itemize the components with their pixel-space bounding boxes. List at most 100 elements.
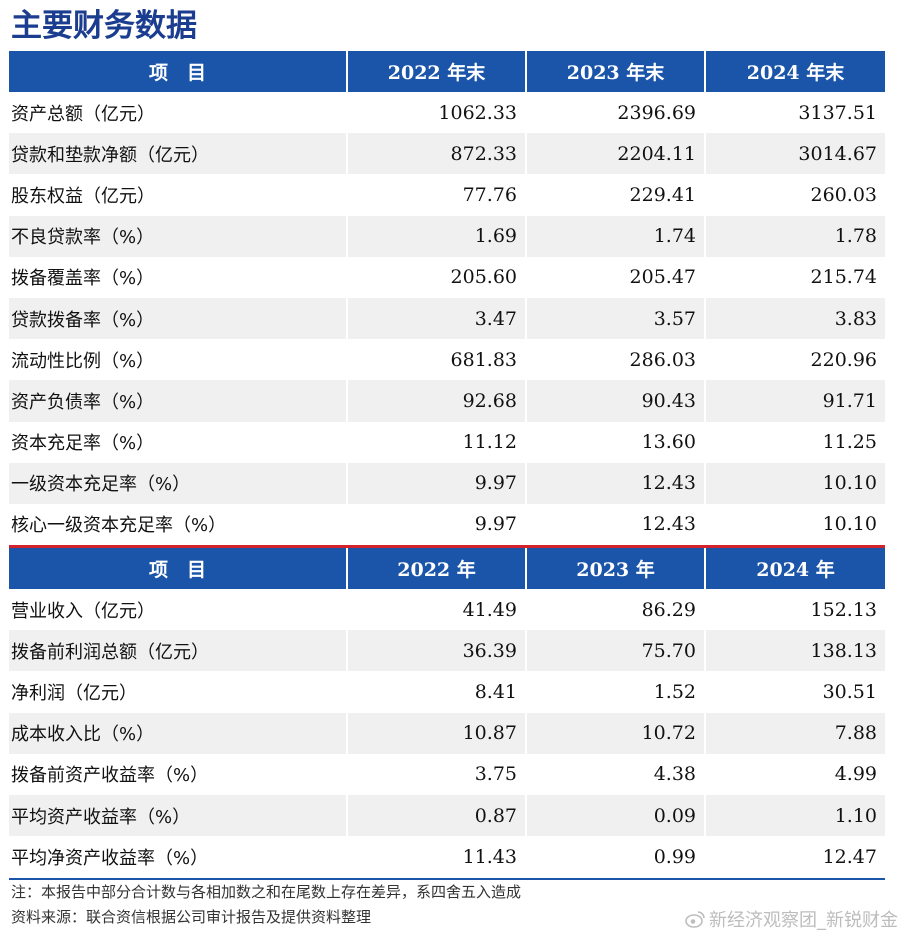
- value-cell: 3.57: [526, 297, 706, 340]
- row-label: 不良贷款率（%）: [9, 215, 348, 257]
- table2-header-row: 项 目 2022 年 2023 年 2024 年: [9, 545, 885, 590]
- footnote: 注：本报告中部分合计数与各相加数之和在尾数上存在差异，系四舍五入造成: [11, 883, 522, 901]
- table-row: 流动性比例（%） 681.83 286.03 220.96: [9, 339, 885, 381]
- value-cell: 30.51: [822, 681, 877, 704]
- table-row: 拨备前资产收益率（%） 3.75 4.38 4.99: [9, 753, 885, 795]
- value-cell: 92.68: [347, 380, 527, 422]
- value-cell: 205.60: [347, 256, 527, 298]
- header-year: 2023 年: [526, 545, 706, 590]
- value-cell: 77.76: [347, 174, 527, 216]
- table-row: 资产总额（亿元） 1062.33 2396.69 3137.51: [9, 92, 885, 134]
- value-cell: 11.43: [347, 836, 527, 878]
- value-cell: 10.10: [822, 513, 877, 536]
- row-label: 核心一级资本充足率（%）: [9, 503, 348, 547]
- value-cell: 0.09: [526, 795, 706, 837]
- value-cell: 9.97: [347, 503, 527, 547]
- value-cell: 11.12: [347, 421, 527, 463]
- value-cell: 152.13: [810, 598, 877, 621]
- value-cell: 4.99: [834, 763, 877, 786]
- table-bottom-rule: [9, 878, 885, 880]
- value-cell: 12.47: [822, 845, 877, 868]
- value-cell: 1.74: [526, 215, 706, 257]
- source-note: 资料来源：联合资信根据公司审计报告及提供资料整理: [11, 908, 372, 926]
- value-cell: 681.83: [347, 339, 527, 381]
- value-cell: 138.13: [705, 630, 885, 672]
- value-cell: 90.43: [526, 380, 706, 422]
- value-cell: 215.74: [810, 266, 877, 289]
- watermark-text: 新经济观察团_新锐财金: [709, 910, 898, 931]
- table-row: 资本充足率（%） 11.12 13.60 11.25: [9, 421, 885, 463]
- row-label: 拨备前利润总额（亿元）: [9, 630, 348, 672]
- row-label: 贷款拨备率（%）: [9, 297, 348, 340]
- table-row: 股东权益（亿元） 77.76 229.41 260.03: [9, 174, 885, 216]
- table-row: 拨备前利润总额（亿元） 36.39 75.70 138.13: [9, 630, 885, 672]
- value-cell: 4.38: [526, 753, 706, 795]
- value-cell: 3.83: [705, 297, 885, 340]
- value-cell: 91.71: [705, 380, 885, 422]
- header-year: 2023 年末: [526, 51, 706, 92]
- value-cell: 10.72: [526, 712, 706, 754]
- value-cell: 36.39: [347, 630, 527, 672]
- value-cell: 8.41: [347, 671, 527, 713]
- value-cell: 3014.67: [705, 133, 885, 175]
- page-title: 主要财务数据: [11, 8, 197, 44]
- header-item: 项 目: [9, 51, 348, 92]
- value-cell: 86.29: [526, 589, 706, 631]
- value-cell: 12.43: [526, 462, 706, 504]
- table-row: 一级资本充足率（%） 9.97 12.43 10.10: [9, 462, 885, 504]
- row-label: 流动性比例（%）: [9, 339, 348, 381]
- value-cell: 1062.33: [347, 92, 527, 134]
- value-cell: 1.78: [705, 215, 885, 257]
- financial-data-table: 项 目 2022 年末 2023 年末 2024 年末 资产总额（亿元） 1062.33 2…: [9, 51, 885, 878]
- value-cell: 75.70: [526, 630, 706, 672]
- header-year: 2024 年: [705, 545, 885, 590]
- row-label: 成本收入比（%）: [9, 712, 348, 754]
- value-cell: 12.43: [526, 503, 706, 547]
- header-item: 项 目: [9, 545, 348, 590]
- value-cell: 1.10: [705, 795, 885, 837]
- table-row: 核心一级资本充足率（%） 9.97 12.43 10.10: [9, 503, 885, 547]
- value-cell: 2396.69: [526, 92, 706, 134]
- table-row: 平均资产收益率（%） 0.87 0.09 1.10: [9, 795, 885, 837]
- row-label: 拨备前资产收益率（%）: [9, 753, 348, 795]
- value-cell: 9.97: [347, 462, 527, 504]
- value-cell: 7.88: [705, 712, 885, 754]
- value-cell: 205.47: [526, 256, 706, 298]
- value-cell: 0.99: [526, 836, 706, 878]
- row-label: 净利润（亿元）: [9, 671, 348, 713]
- row-label: 平均资产收益率（%）: [9, 795, 348, 837]
- row-label: 股东权益（亿元）: [9, 174, 348, 216]
- table-row: 平均净资产收益率（%） 11.43 0.99 12.47: [9, 836, 885, 878]
- table-row: 不良贷款率（%） 1.69 1.74 1.78: [9, 215, 885, 257]
- header-year: 2022 年末: [347, 51, 527, 92]
- value-cell: 0.87: [347, 795, 527, 837]
- table-row: 贷款和垫款净额（亿元） 872.33 2204.11 3014.67: [9, 133, 885, 175]
- table1-header-row: 项 目 2022 年末 2023 年末 2024 年末: [9, 51, 885, 92]
- value-cell: 220.96: [810, 348, 877, 371]
- weibo-icon: [685, 911, 705, 928]
- row-label: 资本充足率（%）: [9, 421, 348, 463]
- value-cell: 10.87: [347, 712, 527, 754]
- value-cell: 10.10: [705, 462, 885, 504]
- table-row: 资产负债率（%） 92.68 90.43 91.71: [9, 380, 885, 422]
- table-row: 成本收入比（%） 10.87 10.72 7.88: [9, 712, 885, 754]
- value-cell: 3.47: [347, 297, 527, 340]
- row-label: 平均净资产收益率（%）: [9, 836, 348, 878]
- table-row: 营业收入（亿元） 41.49 86.29 152.13: [9, 589, 885, 631]
- value-cell: 260.03: [810, 183, 877, 206]
- value-cell: 13.60: [526, 421, 706, 463]
- value-cell: 41.49: [347, 589, 527, 631]
- value-cell: 3137.51: [798, 101, 877, 124]
- row-label: 资产负债率（%）: [9, 380, 348, 422]
- table-row: 净利润（亿元） 8.41 1.52 30.51: [9, 671, 885, 713]
- row-label: 拨备覆盖率（%）: [9, 256, 348, 298]
- value-cell: 286.03: [526, 339, 706, 381]
- header-year: 2024 年末: [705, 51, 885, 92]
- value-cell: 229.41: [526, 174, 706, 216]
- value-cell: 1.69: [347, 215, 527, 257]
- watermark: 新经济观察团_新锐财金: [685, 906, 898, 932]
- value-cell: 872.33: [347, 133, 527, 175]
- row-label: 一级资本充足率（%）: [9, 462, 348, 504]
- value-cell: 11.25: [822, 431, 877, 454]
- row-label: 贷款和垫款净额（亿元）: [9, 133, 348, 175]
